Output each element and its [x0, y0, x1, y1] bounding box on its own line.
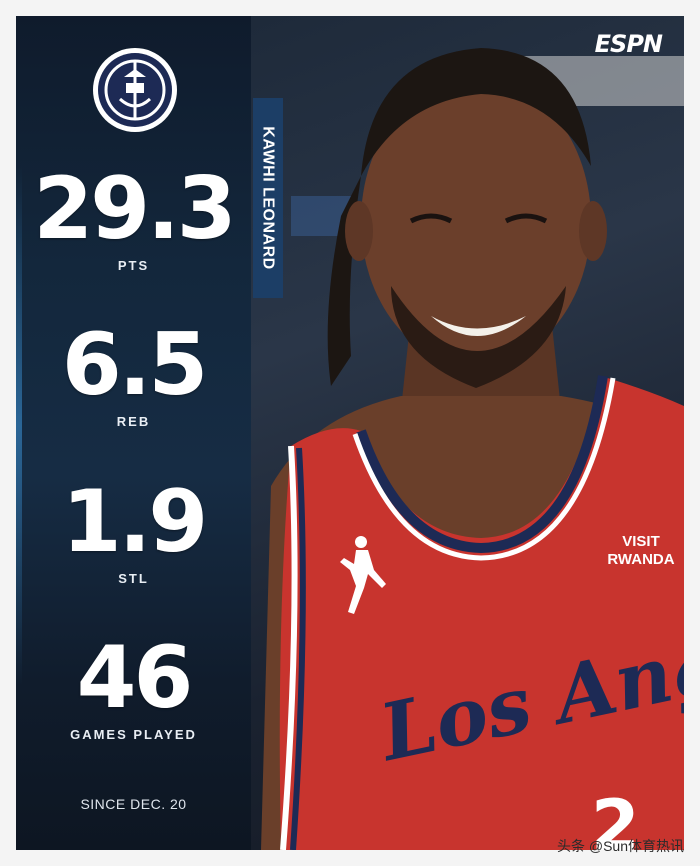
player-photo: VISIT RWANDA Los Angeles 2 [251, 16, 684, 850]
player-name-tag: KAWHI LEONARD [253, 98, 283, 298]
espn-logo: espn [594, 30, 663, 58]
stat-points: 29.3 PTS [16, 164, 251, 273]
stat-steals: 1.9 STL [16, 477, 251, 586]
stat-rebounds: 6.5 REB [16, 320, 251, 429]
graphic-card: 29.3 PTS 6.5 REB 1.9 STL 46 GAMES PLAYED… [16, 16, 684, 850]
stat-value: 29.3 [33, 159, 236, 259]
stat-games-played: 46 GAMES PLAYED [16, 633, 251, 742]
stat-value: 46 [76, 628, 194, 728]
sponsor-line2: RWANDA [607, 551, 674, 568]
stat-label: STL [118, 571, 149, 586]
team-logo-icon [93, 48, 177, 132]
player-illustration: VISIT RWANDA Los Angeles 2 [261, 48, 684, 850]
stat-value: 6.5 [61, 315, 208, 415]
since-date: SINCE DEC. 20 [80, 796, 187, 812]
stats-panel: 29.3 PTS 6.5 REB 1.9 STL 46 GAMES PLAYED… [16, 16, 251, 850]
stat-label: REB [116, 414, 151, 429]
svg-text:2: 2 [591, 785, 640, 850]
player-name: KAWHI LEONARD [260, 126, 278, 270]
stat-value: 1.9 [61, 472, 208, 572]
watermark: 头条 @Sun体育热讯 [556, 838, 684, 854]
sponsor-line1: VISIT [622, 533, 660, 550]
stat-label: GAMES PLAYED [70, 727, 197, 742]
stat-label: PTS [117, 258, 150, 273]
